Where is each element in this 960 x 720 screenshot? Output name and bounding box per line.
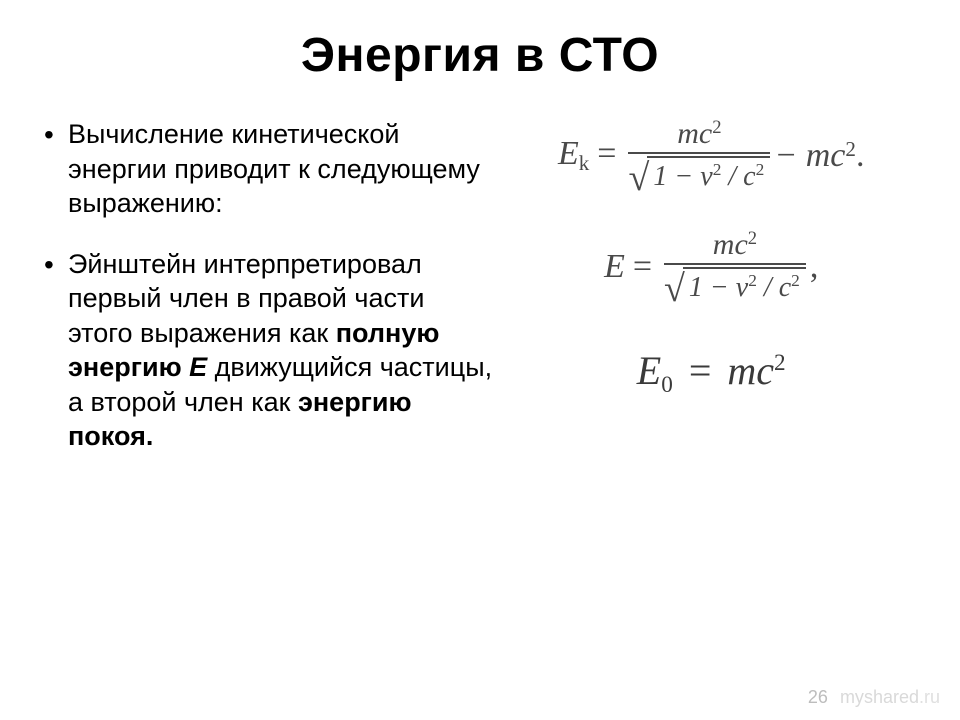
eq1-radicand: 1 − v2 / c2 (647, 156, 770, 193)
eq2-den-slash: / (757, 272, 779, 303)
watermark: myshared.ru (840, 687, 940, 708)
eq1-minus: − (774, 137, 805, 174)
equation-rest-energy: E0 = mc2 (637, 347, 786, 399)
eq1-E: E (558, 135, 579, 172)
eq2-radical-icon: √ (664, 278, 685, 301)
eq3-m: m (727, 348, 756, 393)
eq3-equals: = (683, 348, 718, 393)
slide: Энергия в СТО Вычисление кинетической эн… (0, 0, 960, 720)
eq1-lhs: Ek= (558, 135, 625, 176)
eq2-num-pow: 2 (748, 228, 757, 249)
eq1-dot: . (856, 137, 865, 174)
watermark-my: my (840, 687, 864, 707)
eq2-denominator: √ 1 − v2 / c2 (664, 265, 806, 305)
bullet-list: Вычисление кинетической энергии приводит… (40, 117, 492, 454)
eq1-tail: − mc2. (774, 137, 864, 175)
equation-total-energy: E= mc2 √ 1 − v2 / c2 (604, 228, 818, 305)
bullet-item-1: Вычисление кинетической энергии приводит… (40, 117, 492, 221)
eq1-den-c2: 2 (756, 160, 765, 179)
eq1-radical-icon: √ (628, 167, 649, 190)
eq1-sub-k: k (579, 151, 590, 175)
eq1-tail-m: m (806, 137, 831, 174)
bullet-item-2: Эйнштейн интерпретировал первый член в п… (40, 247, 492, 454)
bullet-1-text: Вычисление кинетической энергии приводит… (68, 119, 480, 218)
eq1-num-c: c (699, 117, 712, 150)
eq3-pow: 2 (774, 350, 786, 376)
eq2-radicand: 1 − v2 / c2 (683, 267, 806, 304)
eq1-tail-pow: 2 (845, 137, 856, 161)
eq1-numerator: mc2 (667, 117, 731, 152)
eq1-equals: = (589, 135, 624, 172)
content-row: Вычисление кинетической энергии приводит… (40, 117, 920, 480)
eq2-sqrt: √ 1 − v2 / c2 (664, 267, 806, 304)
eq2-E: E (604, 248, 625, 285)
eq3-sub0: 0 (661, 372, 673, 398)
eq1-denominator: √ 1 − v2 / c2 (628, 154, 770, 194)
eq2-den-v2: 2 (748, 271, 757, 290)
eq2-num-c: c (734, 228, 747, 261)
eq2-num-m: m (713, 228, 735, 261)
eq1-num-pow: 2 (712, 117, 721, 138)
eq1-den-c: c (743, 161, 755, 192)
eq2-equals: = (625, 248, 660, 285)
equation-kinetic-energy: Ek= mc2 √ 1 − v2 / c2 (558, 117, 864, 194)
eq2-comma: , (810, 248, 819, 286)
eq1-den-v: v (700, 161, 712, 192)
bullet-2-E: E (189, 352, 207, 382)
eq2-numerator: mc2 (703, 228, 767, 263)
page-number: 26 (808, 687, 828, 708)
eq3-c: c (756, 348, 774, 393)
eq2-den-v: v (736, 272, 748, 303)
eq1-num-m: m (677, 117, 699, 150)
eq2-den-c2: 2 (791, 271, 800, 290)
text-column: Вычисление кинетической энергии приводит… (40, 117, 492, 480)
eq1-den-slash: / (721, 161, 743, 192)
eq1-tail-c: c (830, 137, 845, 174)
eq1-sqrt: √ 1 − v2 / c2 (628, 156, 770, 193)
eq1-fraction: mc2 √ 1 − v2 / c2 (624, 117, 774, 194)
eq3-E: E (637, 348, 661, 393)
eq2-lhs: E= (604, 248, 660, 286)
eq1-den-1minus: 1 − (653, 161, 700, 192)
eq2-den-1minus: 1 − (689, 272, 736, 303)
eq2-den-c: c (779, 272, 791, 303)
eq2-fraction: mc2 √ 1 − v2 / c2 (660, 228, 810, 305)
equation-column: Ek= mc2 √ 1 − v2 / c2 (502, 117, 920, 480)
watermark-shared: shared (864, 687, 919, 707)
watermark-ru: .ru (919, 687, 940, 707)
slide-title: Энергия в СТО (40, 28, 920, 83)
footer: 26 myshared.ru (808, 687, 940, 708)
